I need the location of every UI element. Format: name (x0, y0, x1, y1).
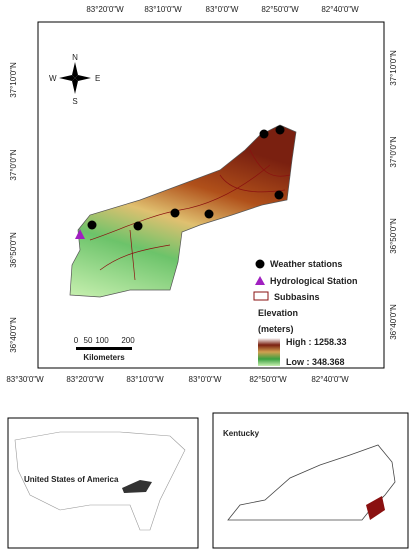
bottom-coord: 83°20'0"W (66, 375, 104, 384)
top-coord: 82°40'0"W (321, 5, 359, 14)
coordinate-labels: 83°20'0"W 83°10'0"W 83°0'0"W 82°50'0"W 82°40… (6, 5, 398, 384)
bottom-coord: 83°10'0"W (126, 375, 164, 384)
hydro-station (75, 229, 85, 239)
watershed (69, 124, 297, 298)
compass-s: S (72, 97, 77, 106)
compass-e: E (95, 74, 100, 83)
top-coord: 83°10'0"W (144, 5, 182, 14)
compass-n: N (72, 53, 78, 62)
legend: Weather stations Hydrological Station Su… (253, 259, 358, 367)
weather-stations (87, 125, 285, 231)
kentucky-label: Kentucky (223, 429, 260, 438)
right-coord: 37°0'0"N (389, 136, 398, 167)
top-coord: 82°50'0"W (261, 5, 299, 14)
bottom-coord: 82°50'0"W (249, 375, 287, 384)
scale-tick: 50 (84, 336, 93, 345)
legend-elevation: Elevation (258, 308, 298, 318)
right-coord: 36°40'0"N (389, 304, 398, 340)
right-coord: 36°50'0"N (389, 218, 398, 254)
legend-units: (meters) (258, 324, 294, 334)
bottom-coord: 83°30'0"W (6, 375, 44, 384)
usa-label: United States of America (24, 475, 119, 484)
usa-outline (14, 431, 186, 531)
legend-weather: Weather stations (270, 259, 342, 269)
legend-subbasins: Subbasins (274, 292, 320, 302)
scale-tick: 100 (95, 336, 109, 345)
legend-low: Low : 348.368 (286, 357, 345, 367)
left-coord: 37°0'0"N (9, 149, 18, 180)
compass-w: W (49, 74, 57, 83)
scale-tick: 200 (121, 336, 135, 345)
bottom-coord: 82°40'0"W (311, 375, 349, 384)
left-coord: 36°40'0"N (9, 317, 18, 353)
right-coord: 37°10'0"N (389, 50, 398, 86)
study-area (366, 496, 385, 520)
kentucky-highlight (122, 480, 152, 493)
left-coord: 36°50'0"N (9, 232, 18, 268)
compass: N E S W (49, 53, 100, 106)
elevation-ramp (258, 338, 280, 366)
scale-tick: 0 (74, 336, 79, 345)
legend-high: High : 1258.33 (286, 337, 347, 347)
legend-hydro: Hydrological Station (270, 276, 358, 286)
left-coord: 37°10'0"N (9, 62, 18, 98)
bottom-coord: 83°0'0"W (189, 375, 222, 384)
top-coord: 83°0'0"W (206, 5, 239, 14)
scale-unit: Kilometers (83, 353, 125, 362)
scale-bar: 0 50 100 200 Kilometers (74, 336, 135, 362)
subbasin-lines (89, 149, 291, 281)
top-coord: 83°20'0"W (86, 5, 124, 14)
